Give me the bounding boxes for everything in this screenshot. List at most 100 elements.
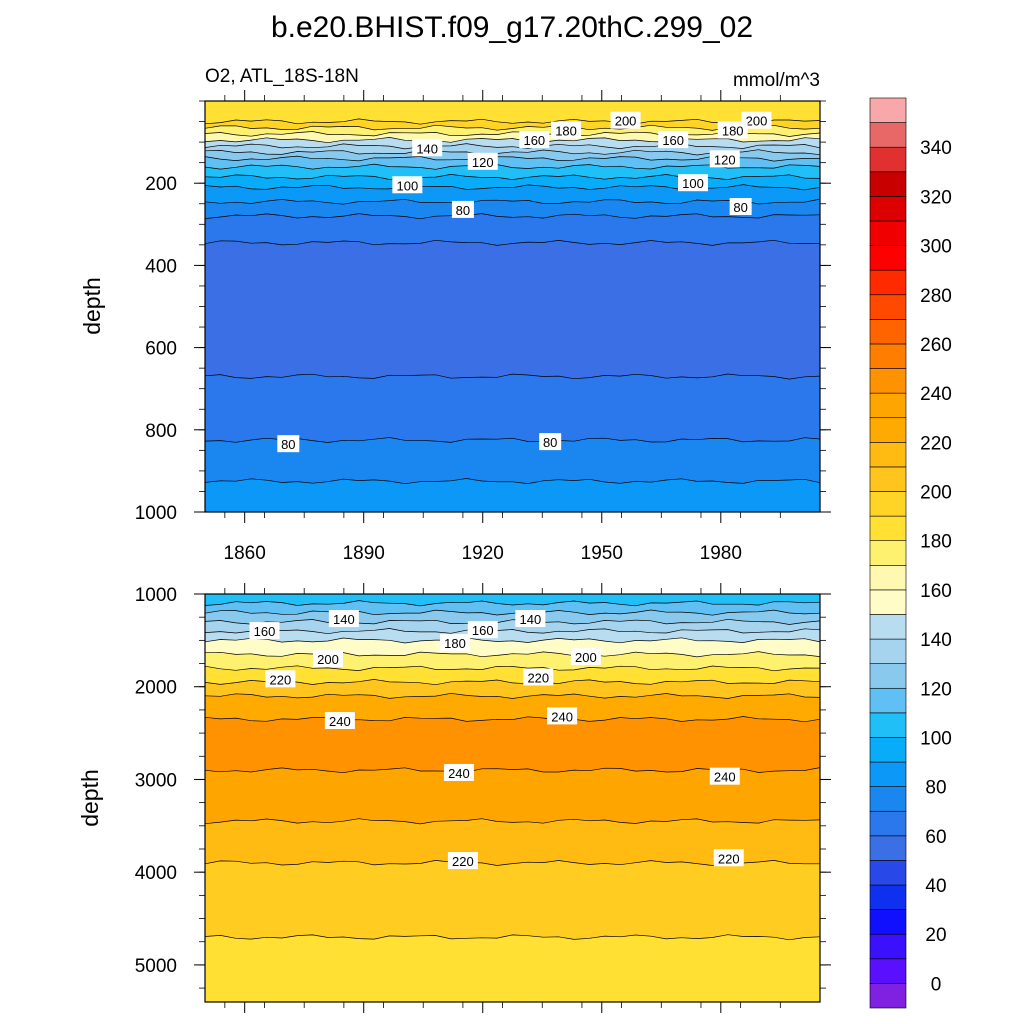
contour-band: [205, 693, 820, 722]
contour-band: [205, 374, 820, 443]
colorbar-label: 240: [920, 384, 952, 405]
contour-label: 80: [733, 200, 747, 215]
colorbar-swatch: [869, 146, 907, 173]
contour-label: 80: [456, 203, 470, 218]
contour-label-box: [412, 139, 443, 157]
chart-title: b.e20.BHIST.f09_g17.20thC.299_02: [271, 11, 753, 44]
contour-label-box: [523, 668, 554, 686]
colorbar-swatch: [869, 761, 907, 787]
colorbar-swatch: [869, 884, 907, 910]
colorbar-label: 320: [920, 187, 952, 208]
contour-label: 220: [527, 670, 549, 685]
contour-line: [204, 143, 821, 150]
colorbar-swatch: [869, 614, 907, 640]
contour-band: [205, 149, 820, 162]
contour-band: [205, 600, 820, 616]
contour-line: [204, 665, 821, 672]
y-tick-label: 5000: [135, 956, 177, 977]
contour-label: 220: [718, 851, 740, 866]
contour-label: 100: [682, 176, 704, 191]
contour-label-box: [547, 707, 578, 725]
colorbar-label: 260: [920, 335, 952, 356]
colorbar-label: 280: [920, 286, 952, 307]
contour-label-box: [551, 121, 582, 139]
contour-label-box: [709, 767, 740, 785]
contour-label-box: [610, 111, 641, 129]
contour-label: 80: [281, 437, 295, 452]
contour-label-box: [467, 152, 498, 170]
contour-label: 180: [555, 124, 577, 139]
contour-band: [205, 101, 820, 125]
contour-line: [204, 124, 821, 131]
contour-label-box: [519, 131, 550, 149]
colorbar-swatch: [869, 589, 907, 615]
colorbar-label: 220: [920, 433, 952, 454]
contour-label-box: [447, 852, 478, 870]
colorbar-label: 0: [931, 974, 942, 995]
contour-line: [204, 628, 821, 635]
contour-band: [205, 651, 820, 671]
contour-line: [204, 651, 821, 658]
colorbar-swatch: [869, 909, 907, 935]
contour-line: [204, 213, 821, 220]
x-tick-label: 1950: [581, 543, 623, 564]
contour-label-box: [678, 174, 709, 192]
colorbar-swatch: [869, 97, 907, 123]
contour-label: 200: [615, 114, 637, 129]
colorbar-swatch: [869, 515, 907, 542]
contour-label-box: [515, 610, 546, 628]
colorbar-swatch: [869, 220, 907, 246]
colorbar-label: 300: [920, 237, 952, 258]
colorbar-swatch: [869, 786, 907, 812]
contour-line: [204, 198, 821, 205]
y-tick-label: 1000: [135, 503, 177, 524]
colorbar-label: 80: [925, 778, 946, 799]
contour-label: 240: [551, 709, 573, 724]
contour-label-box: [709, 150, 740, 168]
contour-label-box: [658, 131, 689, 149]
y-tick-label: 3000: [135, 770, 177, 791]
colorbar-label: 140: [920, 630, 952, 651]
colorbar-label: 200: [920, 483, 952, 504]
contour-band: [205, 174, 820, 190]
colorbar-swatch: [869, 491, 907, 517]
y-tick-label: 800: [145, 421, 177, 442]
upper-panel: 200 400 600 800 1000 1860 1890 1920 1950 1980 200 2…: [135, 90, 831, 564]
contour-label-box: [249, 622, 280, 640]
colorbar-swatch: [869, 294, 907, 320]
contour-line: [204, 118, 821, 125]
contour-label: 180: [722, 124, 744, 139]
colorbar-label: 160: [920, 581, 952, 602]
contour-band: [205, 184, 820, 205]
contour-label: 140: [333, 612, 355, 627]
contour-label-box: [324, 712, 355, 730]
colorbar-swatch: [869, 245, 907, 271]
contour-band: [205, 716, 820, 773]
contour-line: [204, 239, 821, 246]
contour-label: 200: [575, 650, 597, 665]
y-tick-label: 4000: [135, 863, 177, 884]
contour-line: [204, 818, 821, 825]
colorbar-label: 40: [925, 876, 946, 897]
contour-label-box: [467, 621, 498, 639]
contour-label: 120: [714, 152, 736, 167]
colorbar-label: 180: [920, 532, 952, 553]
y-tick-label: 600: [145, 339, 177, 360]
contour-label-box: [392, 176, 423, 194]
contour-label: 160: [662, 133, 684, 148]
colorbar-swatch: [869, 368, 907, 394]
contour-band: [205, 164, 820, 180]
contour-label-box: [439, 634, 470, 652]
contour-line: [204, 934, 821, 941]
colorbar-swatch: [869, 540, 907, 566]
contour-label: 160: [254, 624, 276, 639]
contour-band: [205, 679, 820, 699]
contour-band: [205, 478, 820, 512]
colorbar-swatch: [869, 269, 907, 296]
contour-label-box: [443, 763, 474, 781]
y-tick-label: 400: [145, 256, 177, 277]
contour-line: [204, 174, 821, 180]
contour-band: [205, 934, 820, 1002]
contour-label: 200: [317, 652, 339, 667]
